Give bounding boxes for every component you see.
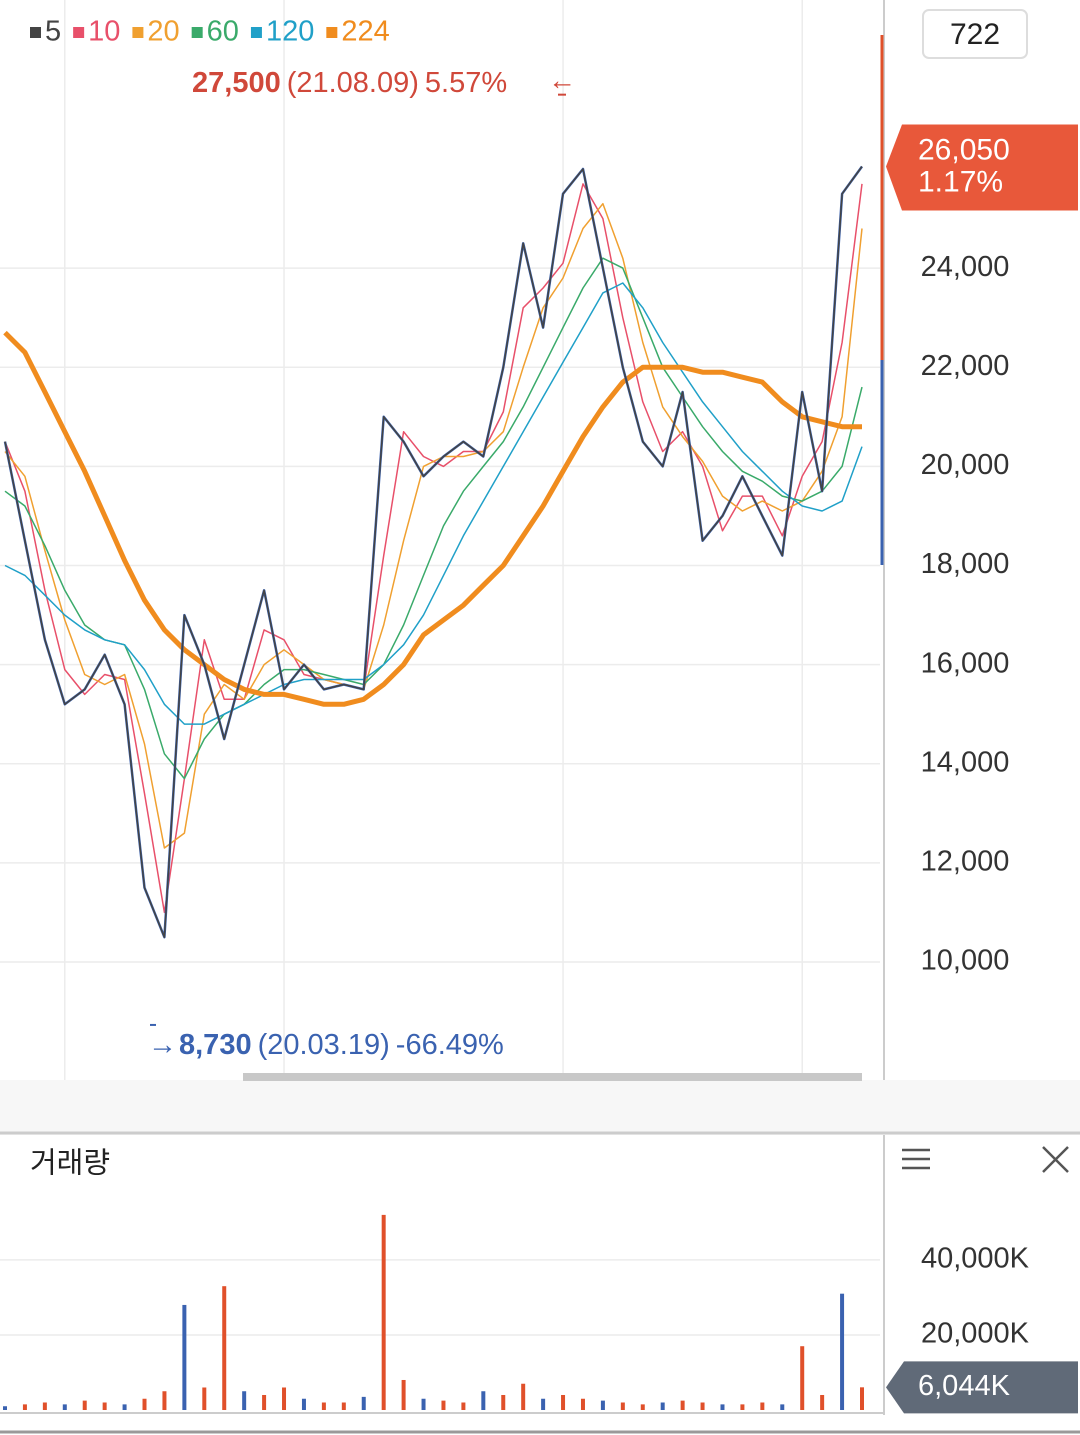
- legend-label: 5: [45, 16, 61, 48]
- volume-bar: [541, 1398, 546, 1410]
- plot: [3, 165, 864, 1410]
- volume-bar: [182, 1304, 187, 1410]
- high-annotation: 27,500 (21.08.09) 5.57%: [192, 67, 507, 99]
- legend-swatch: [191, 27, 203, 38]
- legend-label: 224: [341, 16, 389, 48]
- legend-label: 20: [147, 16, 179, 48]
- y-tick-label: 24,000: [921, 251, 1010, 283]
- volume-bar: [680, 1400, 685, 1410]
- count: 722: [950, 18, 1000, 51]
- legend-label: 10: [88, 16, 120, 48]
- volume-bar: [42, 1402, 47, 1410]
- high-date: (21.08.09): [287, 67, 419, 99]
- ma-line: [4, 282, 863, 725]
- low-annotation: →8,730 (20.03.19) -66.49%: [148, 1029, 504, 1061]
- volume-title: 거래량: [30, 1148, 110, 1180]
- volume-bar: [22, 1404, 27, 1410]
- current-change: 1.17%: [918, 165, 1003, 198]
- legend-swatch: [132, 27, 144, 38]
- y-tick-label: 20,000: [921, 449, 1010, 481]
- volume-bar: [401, 1379, 406, 1410]
- volume-bar: [262, 1394, 267, 1410]
- volume-bar: [361, 1396, 366, 1410]
- legend-label: 120: [266, 16, 314, 48]
- volume-bar: [222, 1286, 227, 1410]
- menu-icon[interactable]: [902, 1148, 930, 1170]
- volume-bar: [3, 1406, 7, 1410]
- volume-bar: [660, 1402, 665, 1410]
- y-tick-label: 16,000: [921, 647, 1010, 679]
- high-value-label: 27,500: [192, 67, 281, 99]
- ma-line: [4, 257, 863, 780]
- volume-bar: [740, 1404, 745, 1410]
- volume-bar: [820, 1394, 825, 1410]
- volume-bar: [760, 1402, 765, 1410]
- high-arrow: ←: [548, 64, 576, 95]
- volume-bar: [620, 1402, 625, 1410]
- volume-bar: [700, 1402, 705, 1410]
- volume-bar: [561, 1394, 566, 1410]
- volume-tick-label: 40,000K: [921, 1243, 1030, 1275]
- volume-tick-label: 20,000K: [921, 1318, 1030, 1350]
- legend-swatch: [250, 27, 262, 38]
- ma-line: [3, 330, 862, 707]
- y-tick-label: 12,000: [921, 846, 1010, 878]
- volume-bar: [321, 1402, 326, 1410]
- volume-bar: [301, 1398, 306, 1410]
- volume-bar: [720, 1404, 725, 1410]
- volume-bar: [282, 1387, 287, 1410]
- volume-bar: [840, 1293, 845, 1410]
- legend-swatch: [326, 27, 338, 38]
- volume-bar: [800, 1346, 805, 1410]
- volume-current-label: 6,044K: [918, 1370, 1011, 1402]
- close-icon[interactable]: [1042, 1146, 1069, 1173]
- volume-current-box: [886, 1361, 1078, 1414]
- low-date: (20.03.19): [258, 1029, 390, 1061]
- overlay: 27,500 (21.08.09) 5.57% ← →8,730 (20.03.19) -6…: [148, 64, 1078, 1414]
- high-change: 5.57%: [425, 67, 507, 99]
- volume-bar: [860, 1387, 864, 1410]
- volume-bar: [162, 1391, 167, 1410]
- scrollbar[interactable]: [243, 1073, 862, 1081]
- volume-bar: [102, 1402, 107, 1410]
- ma-line: [4, 166, 863, 938]
- x-axis-band: [0, 1080, 1080, 1135]
- current-price-box: [886, 124, 1078, 211]
- count-box[interactable]: [922, 9, 1028, 59]
- volume-bar: [381, 1214, 386, 1410]
- legend: 5 10 20 60 120 224: [30, 16, 390, 48]
- legend-label: 60: [207, 16, 239, 48]
- volume-bar: [580, 1398, 585, 1410]
- volume-bar: [122, 1404, 127, 1410]
- volume-bar: [421, 1398, 426, 1410]
- volume-bar: [341, 1402, 346, 1410]
- volume-bar: [82, 1400, 87, 1410]
- volume-bar: [242, 1391, 247, 1410]
- low-value-label: 8,730: [179, 1029, 252, 1061]
- volume-bar: [780, 1404, 785, 1410]
- volume-bar: [202, 1387, 207, 1410]
- y-tick-label: 10,000: [921, 945, 1010, 977]
- volume-bar: [461, 1402, 466, 1410]
- volume-bar: [501, 1394, 506, 1410]
- legend-swatch: [30, 27, 41, 38]
- legend-swatch: [73, 27, 85, 38]
- volume-bar: [481, 1391, 486, 1410]
- current-price: 26,050: [918, 133, 1010, 166]
- low-arrow: →: [148, 1029, 177, 1061]
- y-tick-label: 22,000: [921, 350, 1010, 382]
- volume-bar: [640, 1404, 645, 1410]
- ma-line: [4, 202, 863, 849]
- y-tick-label: 14,000: [921, 746, 1010, 778]
- low-change: -66.49%: [396, 1029, 504, 1061]
- volume-bar: [62, 1404, 67, 1410]
- y-tick-label: 18,000: [921, 548, 1010, 580]
- volume-bar: [600, 1400, 605, 1410]
- volume-bar: [441, 1400, 446, 1410]
- volume-bar: [142, 1398, 147, 1410]
- volume-bar: [521, 1383, 526, 1410]
